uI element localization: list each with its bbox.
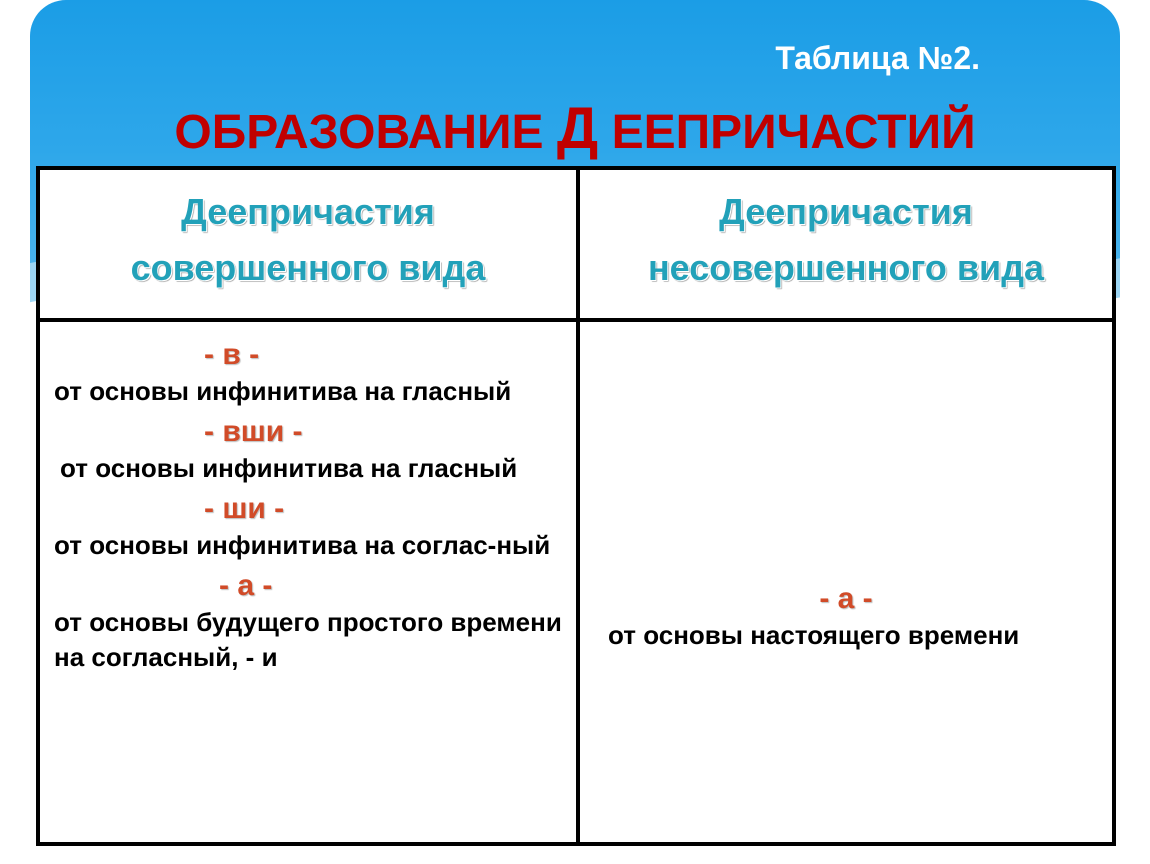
- body-cell-left: - в - от основы инфинитива на гласный - …: [40, 322, 576, 842]
- title-part-2: ЕЕПРИЧАСТИЙ: [612, 106, 976, 159]
- table-caption: Таблица №2.: [775, 40, 980, 77]
- desc-3: от основы инфинитива на соглас-ный: [54, 528, 562, 563]
- grammar-table: Деепричастия совершенного вида Деепричас…: [36, 166, 1116, 846]
- header-cell-right: Деепричастия несовершенного вида: [576, 170, 1112, 318]
- desc-right: от основы настоящего времени: [594, 618, 1098, 653]
- title-letter: Д: [557, 96, 598, 161]
- header-right-line1: Деепричастия: [719, 191, 973, 232]
- table-body-row: - в - от основы инфинитива на гласный - …: [40, 322, 1112, 842]
- header-left-line2: совершенного вида: [131, 247, 486, 288]
- header-cell-left: Деепричастия совершенного вида: [40, 170, 576, 318]
- suffix-3: - ши -: [54, 492, 562, 526]
- header-left-line1: Деепричастия: [181, 191, 435, 232]
- suffix-1: - в -: [54, 338, 562, 372]
- title-part-1: ОБРАЗОВАНИЕ: [174, 106, 557, 159]
- suffix-2: - вши -: [54, 415, 562, 449]
- suffix-right: - а -: [594, 582, 1098, 616]
- desc-1: от основы инфинитива на гласный: [54, 374, 562, 409]
- table-header-row: Деепричастия совершенного вида Деепричас…: [40, 170, 1112, 322]
- desc-4: от основы будущего простого времени на с…: [54, 605, 562, 675]
- desc-2: от основы инфинитива на гласный: [54, 451, 562, 486]
- body-cell-right: - а - от основы настоящего времени: [576, 322, 1112, 842]
- header-right-line2: несовершенного вида: [648, 247, 1044, 288]
- slide-title: ОБРАЗОВАНИЕ Д ЕЕПРИЧАСТИЙ: [0, 95, 1150, 162]
- suffix-4: - а -: [54, 569, 562, 603]
